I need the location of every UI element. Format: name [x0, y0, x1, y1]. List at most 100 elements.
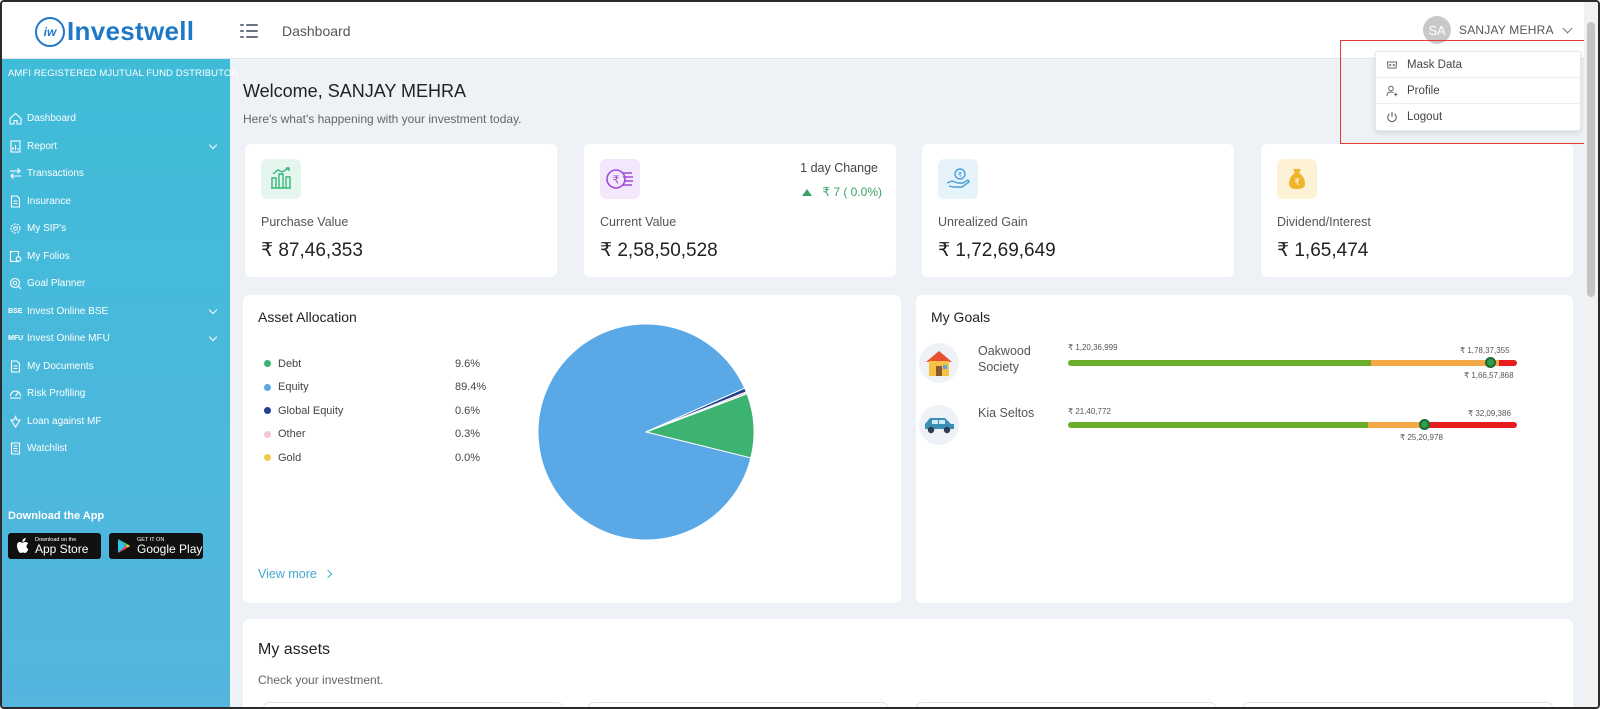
my-assets-panel: My assets Check your investment. — [243, 619, 1573, 707]
building-growth-icon — [261, 159, 301, 199]
pie-slice-equity[interactable] — [537, 323, 752, 541]
sidebar-item-my-documents[interactable]: My Documents — [2, 353, 230, 381]
unrealized-gain-card: ₹ Unrealized Gain ₹ 1,72,69,649 — [922, 144, 1234, 277]
legend-pct: 0.0% — [455, 451, 481, 464]
logout-menu-item[interactable]: Logout — [1376, 104, 1580, 130]
sidebar-item-label: My Documents — [27, 360, 94, 372]
asset-allocation-panel: Asset Allocation Debt 9.6% Equity 89.4% … — [243, 295, 901, 603]
legend-dot — [264, 454, 271, 462]
goal-current-value: ₹ 25,20,978 — [1400, 433, 1443, 442]
app-store-big: App Store — [35, 541, 89, 556]
hand-money-icon: ₹ — [938, 159, 978, 199]
list-icon — [8, 442, 22, 456]
main-content: Welcome, SANJAY MEHRA Here's what's happ… — [230, 59, 1584, 707]
stat-value: ₹ 1,72,69,649 — [938, 240, 1056, 261]
apple-icon — [17, 538, 29, 553]
user-name: SANJAY MEHRA — [1459, 23, 1554, 37]
distributor-tagline: AMFI REGISTERED MJUTUAL FUND DSTRIBUTOR — [8, 68, 239, 79]
logo[interactable]: iw Investwell — [35, 16, 194, 47]
mask-data-menu-item[interactable]: Mask Data — [1376, 52, 1580, 78]
view-more-link[interactable]: View more — [258, 567, 333, 581]
goal-name: Oakwood Society — [978, 344, 1031, 374]
google-play-big: Google Play — [137, 541, 203, 556]
welcome-title: Welcome, SANJAY MEHRA — [243, 81, 467, 101]
sidebar-item-label: Risk Profiling — [27, 388, 86, 400]
sidebar-item-my-sips[interactable]: My SIP's — [2, 215, 230, 243]
asset-card[interactable] — [1243, 702, 1553, 707]
bar-achieved — [1068, 360, 1371, 366]
bar-projected — [1367, 422, 1426, 428]
sidebar-item-my-folios[interactable]: My Folios — [2, 243, 230, 271]
sidebar-item-label: Insurance — [27, 195, 71, 207]
asset-card[interactable] — [263, 702, 563, 707]
legend-name: Debt — [278, 357, 302, 370]
gear-icon — [8, 222, 22, 236]
sidebar-item-report[interactable]: Report — [2, 133, 230, 161]
sidebar-item-label: Transactions — [27, 168, 84, 180]
sidebar-item-label: Watchlist — [27, 443, 68, 455]
day-change-amount: ₹ 7 ( 0.0%) — [822, 185, 882, 199]
asset-card[interactable] — [916, 702, 1216, 707]
sidebar-item-dashboard[interactable]: Dashboard — [2, 105, 230, 133]
top-header: iw Investwell Dashboard SA SANJAY MEHRA — [2, 2, 1598, 59]
view-more-label: View more — [258, 567, 317, 581]
goal-row[interactable]: Oakwood Society ₹ 1,20,36,999 ₹ 1,78,37,… — [919, 343, 1559, 393]
asset-card[interactable] — [588, 702, 888, 707]
my-goals-panel: My Goals Oakwood Society ₹ 1,20,36,999 ₹… — [916, 295, 1573, 603]
rupee-coins-icon: ₹ — [600, 159, 640, 199]
legend-dot — [264, 407, 271, 415]
chevron-down-icon — [208, 305, 218, 314]
power-icon — [1386, 111, 1398, 123]
user-menu-button[interactable]: SA SANJAY MEHRA — [1423, 16, 1573, 44]
dividend-interest-card: ₹ Dividend/Interest ₹ 1,65,474 — [1261, 144, 1573, 277]
page-title: Dashboard — [282, 23, 351, 39]
google-play-icon — [118, 539, 130, 553]
transfer-icon — [8, 167, 22, 181]
goal-progress-bar — [1068, 360, 1517, 366]
stat-label: Unrealized Gain — [938, 215, 1028, 229]
menu-item-label: Mask Data — [1407, 58, 1462, 71]
scrollbar-thumb[interactable] — [1587, 22, 1595, 297]
goal-marker — [1419, 419, 1431, 430]
stat-value: ₹ 1,65,474 — [1277, 240, 1369, 261]
legend-pct: 0.3% — [455, 428, 481, 441]
pie-slice-other[interactable] — [645, 391, 748, 433]
sidebar-item-invest-online-bse[interactable]: BSE Invest Online BSE — [2, 298, 230, 326]
goal-target-value: ₹ 1,78,37,355 — [1460, 346, 1510, 355]
sidebar-nav: Dashboard Report Transactions Insurance … — [2, 105, 230, 463]
google-play-small: GET IT ON — [137, 536, 165, 543]
page-scrollbar[interactable] — [1584, 2, 1598, 707]
download-app-title: Download the App — [8, 510, 105, 522]
sidebar-item-insurance[interactable]: Insurance — [2, 188, 230, 216]
goal-target-value: ₹ 32,09,386 — [1468, 409, 1511, 418]
welcome-subtitle: Here's what's happening with your invest… — [243, 112, 522, 126]
bar-projected — [1370, 360, 1499, 366]
menu-toggle-icon[interactable] — [240, 23, 258, 39]
profile-menu-item[interactable]: Profile — [1376, 78, 1580, 104]
user-dropdown-menu: Mask Data Profile Logout — [1375, 51, 1581, 131]
document-icon — [8, 194, 22, 208]
stat-value: ₹ 2,58,50,528 — [600, 240, 718, 261]
legend-name: Global Equity — [278, 404, 344, 417]
menu-item-label: Logout — [1407, 111, 1443, 123]
sidebar-item-watchlist[interactable]: Watchlist — [2, 435, 230, 463]
app-store-button[interactable]: Download on the App Store — [8, 533, 101, 559]
home-icon — [8, 112, 22, 126]
goal-row[interactable]: Kia Seltos ₹ 21,40,772 ₹ 32,09,386 ₹ 25,… — [919, 405, 1559, 455]
bar-shortfall — [1425, 422, 1517, 428]
sidebar-item-goal-planner[interactable]: Goal Planner — [2, 270, 230, 298]
sidebar-item-risk-profiling[interactable]: Risk Profiling — [2, 380, 230, 408]
sidebar-item-transactions[interactable]: Transactions — [2, 160, 230, 188]
current-value-card: ₹ 1 day Change ₹ 7 ( 0.0%) Current Value… — [584, 144, 896, 277]
sidebar-item-label: Invest Online MFU — [27, 333, 110, 345]
sidebar-item-loan-against-mf[interactable]: Loan against MF — [2, 408, 230, 436]
svg-text:₹: ₹ — [1294, 178, 1300, 188]
mfu-icon: MFU — [8, 335, 24, 343]
legend-item-other: Other 0.3% — [264, 423, 494, 447]
sidebar-item-invest-online-mfu[interactable]: MFU Invest Online MFU — [2, 325, 230, 353]
google-play-button[interactable]: GET IT ON Google Play — [109, 533, 203, 559]
legend-pct: 89.4% — [455, 381, 487, 394]
goal-start-value: ₹ 1,20,36,999 — [1068, 343, 1118, 352]
legend-item-debt: Debt 9.6% — [264, 352, 494, 376]
